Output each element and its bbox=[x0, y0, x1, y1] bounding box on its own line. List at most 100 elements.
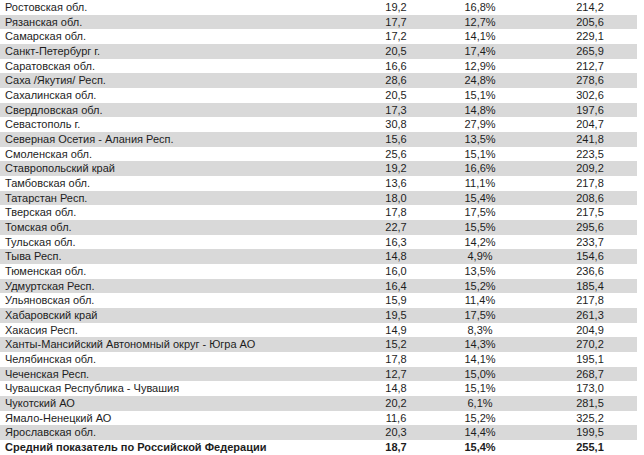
region-name-cell[interactable]: Санкт-Петербург г. bbox=[0, 46, 353, 57]
region-name-cell[interactable]: Ямало-Ненецкий АО bbox=[0, 413, 353, 424]
percent-cell[interactable]: 15,4% bbox=[439, 442, 521, 453]
region-name-cell[interactable]: Ханты-Мансийский Автономный округ - Югра… bbox=[0, 339, 353, 350]
value1-cell[interactable]: 15,2 bbox=[353, 339, 439, 350]
region-name-cell[interactable]: Ставропольский край bbox=[0, 163, 353, 174]
value3-cell[interactable]: 204,9 bbox=[521, 325, 637, 336]
region-name-cell[interactable]: Татарстан Респ. bbox=[0, 193, 353, 204]
percent-cell[interactable]: 15,1% bbox=[439, 90, 521, 101]
value3-cell[interactable]: 195,1 bbox=[521, 354, 637, 365]
value1-cell[interactable]: 25,6 bbox=[353, 149, 439, 160]
region-name-cell[interactable]: Чеченская Респ. bbox=[0, 369, 353, 380]
value3-cell[interactable]: 278,6 bbox=[521, 75, 637, 86]
value3-cell[interactable]: 197,6 bbox=[521, 105, 637, 116]
value3-cell[interactable]: 154,6 bbox=[521, 251, 637, 262]
region-name-cell[interactable]: Хакасия Респ. bbox=[0, 325, 353, 336]
region-name-cell[interactable]: Чукотский АО bbox=[0, 398, 353, 409]
percent-cell[interactable]: 12,7% bbox=[439, 17, 521, 28]
percent-cell[interactable]: 15,2% bbox=[439, 413, 521, 424]
value3-cell[interactable]: 268,7 bbox=[521, 369, 637, 380]
region-name-cell[interactable]: Рязанская обл. bbox=[0, 17, 353, 28]
value3-cell[interactable]: 173,0 bbox=[521, 383, 637, 394]
region-name-cell[interactable]: Ярославская обл. bbox=[0, 427, 353, 438]
value1-cell[interactable]: 16,0 bbox=[353, 266, 439, 277]
value1-cell[interactable]: 28,6 bbox=[353, 75, 439, 86]
region-name-cell[interactable]: Тыва Респ. bbox=[0, 251, 353, 262]
region-name-cell[interactable]: Средний показатель по Российской Федерац… bbox=[0, 442, 353, 453]
value1-cell[interactable]: 14,9 bbox=[353, 325, 439, 336]
region-name-cell[interactable]: Саратовская обл. bbox=[0, 61, 353, 72]
percent-cell[interactable]: 4,9% bbox=[439, 251, 521, 262]
value1-cell[interactable]: 20,3 bbox=[353, 427, 439, 438]
percent-cell[interactable]: 15,1% bbox=[439, 149, 521, 160]
value3-cell[interactable]: 205,6 bbox=[521, 17, 637, 28]
percent-cell[interactable]: 15,5% bbox=[439, 222, 521, 233]
percent-cell[interactable]: 13,5% bbox=[439, 134, 521, 145]
percent-cell[interactable]: 16,8% bbox=[439, 2, 521, 13]
percent-cell[interactable]: 24,8% bbox=[439, 75, 521, 86]
value3-cell[interactable]: 204,7 bbox=[521, 119, 637, 130]
value1-cell[interactable]: 19,2 bbox=[353, 163, 439, 174]
region-name-cell[interactable]: Ростовская обл. bbox=[0, 2, 353, 13]
value3-cell[interactable]: 302,6 bbox=[521, 90, 637, 101]
value3-cell[interactable]: 217,8 bbox=[521, 295, 637, 306]
percent-cell[interactable]: 14,4% bbox=[439, 427, 521, 438]
value1-cell[interactable]: 18,7 bbox=[353, 442, 439, 453]
percent-cell[interactable]: 6,1% bbox=[439, 398, 521, 409]
region-name-cell[interactable]: Удмуртская Респ. bbox=[0, 281, 353, 292]
value3-cell[interactable]: 261,3 bbox=[521, 310, 637, 321]
value3-cell[interactable]: 212,7 bbox=[521, 61, 637, 72]
region-name-cell[interactable]: Хабаровский край bbox=[0, 310, 353, 321]
value3-cell[interactable]: 209,2 bbox=[521, 163, 637, 174]
percent-cell[interactable]: 17,5% bbox=[439, 310, 521, 321]
percent-cell[interactable]: 15,2% bbox=[439, 281, 521, 292]
percent-cell[interactable]: 12,9% bbox=[439, 61, 521, 72]
percent-cell[interactable]: 27,9% bbox=[439, 119, 521, 130]
region-name-cell[interactable]: Тамбовская обл. bbox=[0, 178, 353, 189]
percent-cell[interactable]: 8,3% bbox=[439, 325, 521, 336]
value3-cell[interactable]: 265,9 bbox=[521, 46, 637, 57]
percent-cell[interactable]: 17,4% bbox=[439, 46, 521, 57]
region-name-cell[interactable]: Свердловская обл. bbox=[0, 105, 353, 116]
value3-cell[interactable]: 295,6 bbox=[521, 222, 637, 233]
region-name-cell[interactable]: Тверская обл. bbox=[0, 207, 353, 218]
value1-cell[interactable]: 12,7 bbox=[353, 369, 439, 380]
value1-cell[interactable]: 15,6 bbox=[353, 134, 439, 145]
value3-cell[interactable]: 229,1 bbox=[521, 31, 637, 42]
value1-cell[interactable]: 17,3 bbox=[353, 105, 439, 116]
value1-cell[interactable]: 14,8 bbox=[353, 383, 439, 394]
value1-cell[interactable]: 20,5 bbox=[353, 90, 439, 101]
value1-cell[interactable]: 19,5 bbox=[353, 310, 439, 321]
value1-cell[interactable]: 16,4 bbox=[353, 281, 439, 292]
value1-cell[interactable]: 13,6 bbox=[353, 178, 439, 189]
region-name-cell[interactable]: Челябинская обл. bbox=[0, 354, 353, 365]
percent-cell[interactable]: 16,6% bbox=[439, 163, 521, 174]
percent-cell[interactable]: 15,1% bbox=[439, 383, 521, 394]
value1-cell[interactable]: 15,9 bbox=[353, 295, 439, 306]
region-name-cell[interactable]: Саха /Якутия/ Респ. bbox=[0, 75, 353, 86]
percent-cell[interactable]: 14,3% bbox=[439, 339, 521, 350]
percent-cell[interactable]: 15,0% bbox=[439, 369, 521, 380]
percent-cell[interactable]: 11,4% bbox=[439, 295, 521, 306]
region-name-cell[interactable]: Тюменская обл. bbox=[0, 266, 353, 277]
region-name-cell[interactable]: Самарская обл. bbox=[0, 31, 353, 42]
region-name-cell[interactable]: Смоленская обл. bbox=[0, 149, 353, 160]
value3-cell[interactable]: 281,5 bbox=[521, 398, 637, 409]
value1-cell[interactable]: 14,8 bbox=[353, 251, 439, 262]
value3-cell[interactable]: 223,5 bbox=[521, 149, 637, 160]
percent-cell[interactable]: 14,1% bbox=[439, 354, 521, 365]
region-name-cell[interactable]: Тульская обл. bbox=[0, 237, 353, 248]
value1-cell[interactable]: 30,8 bbox=[353, 119, 439, 130]
value1-cell[interactable]: 11,6 bbox=[353, 413, 439, 424]
value3-cell[interactable]: 214,2 bbox=[521, 2, 637, 13]
value3-cell[interactable]: 255,1 bbox=[521, 442, 637, 453]
value3-cell[interactable]: 233,7 bbox=[521, 237, 637, 248]
value1-cell[interactable]: 17,7 bbox=[353, 17, 439, 28]
region-name-cell[interactable]: Северная Осетия - Алания Респ. bbox=[0, 134, 353, 145]
region-name-cell[interactable]: Томская обл. bbox=[0, 222, 353, 233]
value1-cell[interactable]: 17,2 bbox=[353, 31, 439, 42]
value3-cell[interactable]: 236,6 bbox=[521, 266, 637, 277]
percent-cell[interactable]: 14,1% bbox=[439, 31, 521, 42]
percent-cell[interactable]: 13,5% bbox=[439, 266, 521, 277]
percent-cell[interactable]: 15,4% bbox=[439, 193, 521, 204]
value3-cell[interactable]: 241,8 bbox=[521, 134, 637, 145]
